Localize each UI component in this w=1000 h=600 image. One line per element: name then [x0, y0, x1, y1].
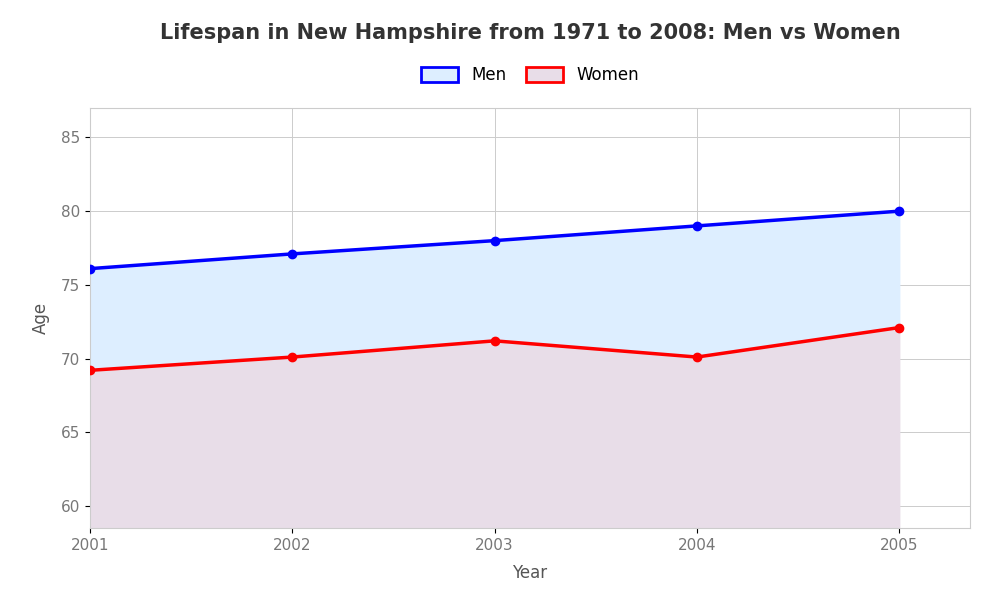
- Title: Lifespan in New Hampshire from 1971 to 2008: Men vs Women: Lifespan in New Hampshire from 1971 to 2…: [160, 23, 900, 43]
- Y-axis label: Age: Age: [32, 302, 50, 334]
- X-axis label: Year: Year: [512, 564, 548, 582]
- Legend: Men, Women: Men, Women: [421, 66, 639, 84]
